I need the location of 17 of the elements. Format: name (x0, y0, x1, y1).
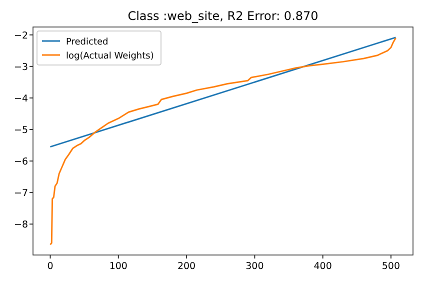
y-tick-label: −4 (14, 93, 28, 104)
line-series (50, 37, 396, 246)
x-tick-label: 300 (246, 261, 264, 272)
y-tick-label: −3 (14, 62, 28, 73)
x-tick-label: 400 (314, 261, 332, 272)
y-tick-label: −2 (14, 30, 28, 42)
x-tick-label: 200 (177, 261, 196, 272)
y-tick-label: −5 (14, 124, 28, 136)
y-tick-label: −8 (14, 220, 28, 231)
x-tick-label: 500 (382, 261, 400, 272)
legend-label: log(Actual Weights) (66, 52, 154, 62)
x-tick-label: 100 (109, 261, 128, 272)
y-tick-label: −6 (14, 156, 28, 168)
x-tick-label: 0 (47, 261, 54, 272)
y-tick-label: −7 (14, 188, 28, 200)
chart-title: Class :web_site, R2 Error: 0.870 (128, 9, 318, 23)
legend-label: Predicted (66, 38, 108, 48)
